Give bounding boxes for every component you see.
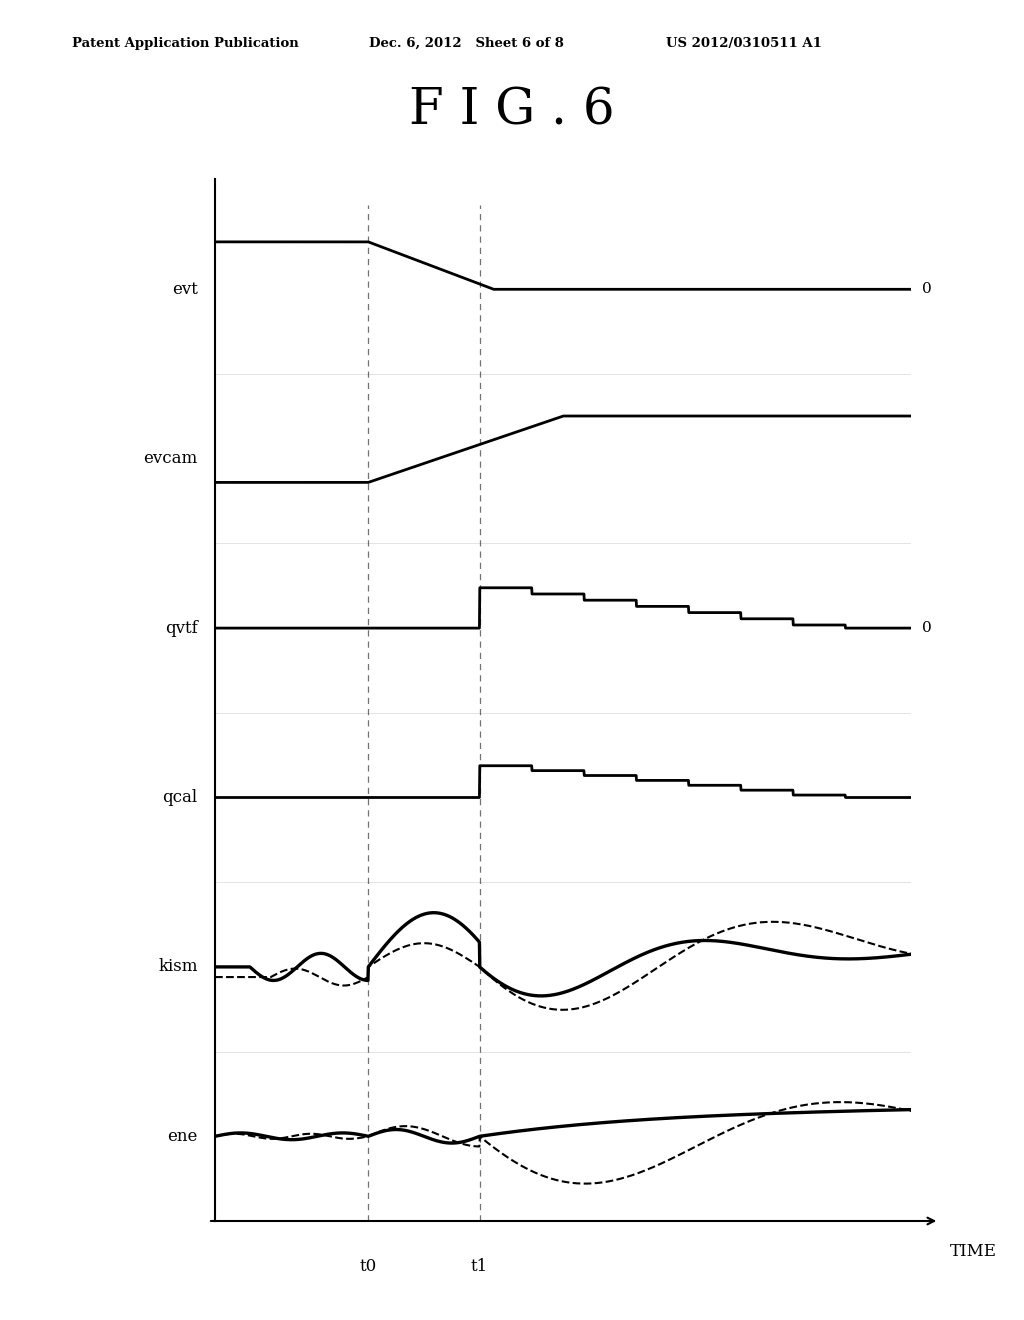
Text: qvtf: qvtf [165,619,198,636]
Text: 0: 0 [922,622,932,635]
Text: t0: t0 [359,1258,377,1275]
Text: Dec. 6, 2012   Sheet 6 of 8: Dec. 6, 2012 Sheet 6 of 8 [369,37,563,50]
Text: kism: kism [158,958,198,975]
Text: t1: t1 [471,1258,488,1275]
Text: US 2012/0310511 A1: US 2012/0310511 A1 [666,37,821,50]
Text: ene: ene [167,1127,198,1144]
Text: qcal: qcal [163,789,198,807]
Text: Patent Application Publication: Patent Application Publication [72,37,298,50]
Text: evt: evt [172,281,198,298]
Text: 0: 0 [922,282,932,296]
Text: F I G . 6: F I G . 6 [410,86,614,135]
Text: evcam: evcam [143,450,198,467]
Text: TIME: TIME [949,1243,996,1261]
